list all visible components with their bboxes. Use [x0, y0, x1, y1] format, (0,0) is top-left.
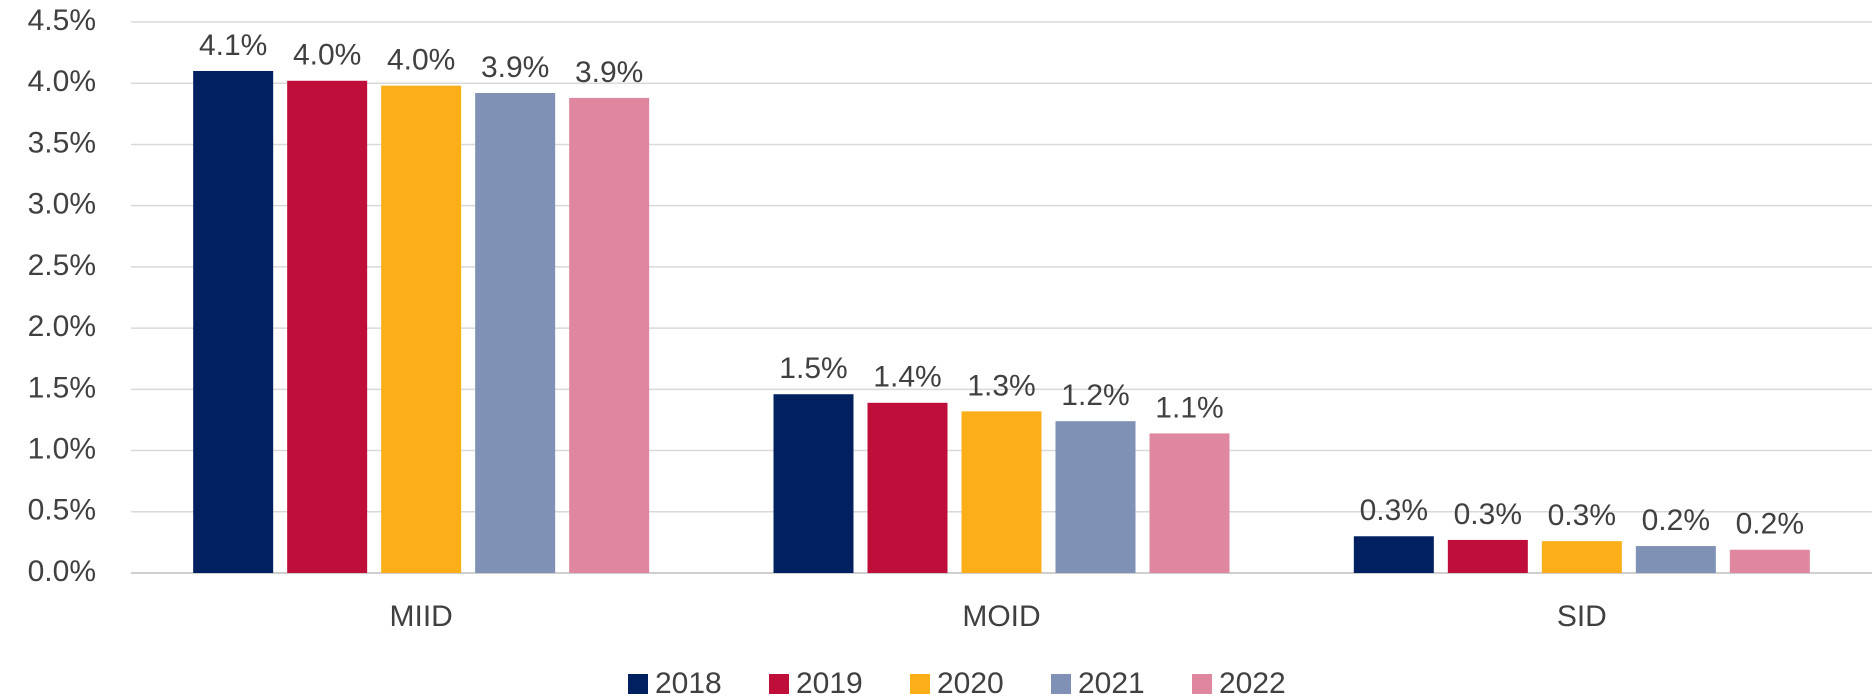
- bar: [867, 402, 948, 573]
- data-label: 0.2%: [1736, 508, 1804, 541]
- y-tick-label: 3.5%: [28, 126, 96, 159]
- bar: [569, 97, 650, 573]
- data-label: 3.9%: [481, 51, 549, 84]
- legend-label: 2020: [937, 667, 1004, 700]
- legend-swatch: [910, 674, 930, 694]
- y-tick-label: 4.5%: [28, 4, 96, 37]
- legend-label: 2021: [1078, 667, 1145, 700]
- bar: [773, 394, 854, 573]
- bar: [193, 70, 274, 573]
- data-label: 3.9%: [575, 56, 643, 89]
- legend-swatch: [1051, 674, 1071, 694]
- data-label: 4.1%: [199, 29, 267, 62]
- bar: [1353, 536, 1434, 573]
- y-tick-label: 0.0%: [28, 555, 96, 588]
- y-tick-label: 0.5%: [28, 494, 96, 527]
- bar: [475, 93, 556, 574]
- bar: [1447, 539, 1528, 573]
- data-label: 0.3%: [1548, 499, 1616, 532]
- x-tick-label: SID: [1557, 600, 1607, 633]
- data-label: 0.3%: [1454, 498, 1522, 531]
- bar: [381, 85, 462, 573]
- data-label: 1.3%: [967, 369, 1035, 402]
- y-tick-label: 1.5%: [28, 371, 96, 404]
- legend-swatch: [1192, 674, 1212, 694]
- bar: [1729, 549, 1810, 573]
- bar: [1635, 546, 1716, 573]
- bar: [1149, 433, 1230, 573]
- data-label: 1.5%: [779, 352, 847, 385]
- x-tick-label: MIID: [390, 600, 453, 633]
- legend-label: 2018: [655, 667, 722, 700]
- bar: [1541, 541, 1622, 573]
- legend-label: 2019: [796, 667, 863, 700]
- data-label: 4.0%: [293, 39, 361, 72]
- data-label: 1.2%: [1061, 379, 1129, 412]
- legend-swatch: [769, 674, 789, 694]
- legend-label: 2022: [1219, 667, 1286, 700]
- bar: [287, 80, 368, 574]
- data-label: 1.4%: [873, 361, 941, 394]
- bar: [961, 411, 1042, 573]
- y-tick-label: 2.5%: [28, 249, 96, 282]
- x-tick-label: MOID: [962, 600, 1040, 633]
- y-tick-label: 1.0%: [28, 432, 96, 465]
- legend-swatch: [628, 674, 648, 694]
- bar: [1055, 421, 1136, 573]
- data-label: 0.2%: [1642, 504, 1710, 537]
- data-label: 1.1%: [1155, 391, 1223, 424]
- y-tick-label: 2.0%: [28, 310, 96, 343]
- y-tick-label: 3.0%: [28, 188, 96, 221]
- data-label: 4.0%: [387, 44, 455, 77]
- y-tick-label: 4.0%: [28, 65, 96, 98]
- data-label: 0.3%: [1360, 494, 1428, 527]
